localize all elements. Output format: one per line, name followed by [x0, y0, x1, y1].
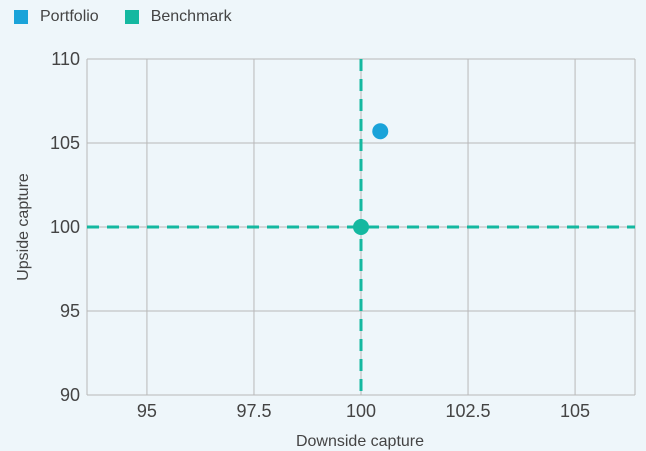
- y-axis-ticks: 90 95 100 105 110: [50, 49, 80, 405]
- y-tick-label: 105: [50, 133, 80, 153]
- legend-label-portfolio: Portfolio: [40, 8, 99, 25]
- x-tick-label: 100: [346, 401, 376, 421]
- y-tick-label: 90: [60, 385, 80, 405]
- x-axis-ticks: 95 97.5 100 102.5 105: [137, 401, 590, 421]
- legend-label-benchmark: Benchmark: [150, 8, 232, 25]
- y-tick-label: 100: [50, 217, 80, 237]
- x-tick-label: 97.5: [236, 401, 271, 421]
- data-points: [353, 123, 389, 235]
- x-tick-label: 102.5: [446, 401, 491, 421]
- x-tick-label: 95: [137, 401, 157, 421]
- x-tick-label: 105: [560, 401, 590, 421]
- point-portfolio: [372, 123, 389, 140]
- point-benchmark: [353, 219, 369, 235]
- legend-item-benchmark[interactable]: Benchmark: [124, 8, 232, 26]
- y-axis-label: Upside capture: [15, 173, 32, 281]
- legend: Portfolio Benchmark: [14, 8, 258, 26]
- legend-item-portfolio[interactable]: Portfolio: [14, 8, 99, 26]
- legend-swatch-portfolio: [14, 10, 28, 24]
- legend-swatch-benchmark: [124, 10, 139, 24]
- y-tick-label: 110: [51, 49, 80, 69]
- y-tick-label: 95: [60, 301, 80, 321]
- x-axis-label: Downside capture: [296, 433, 424, 450]
